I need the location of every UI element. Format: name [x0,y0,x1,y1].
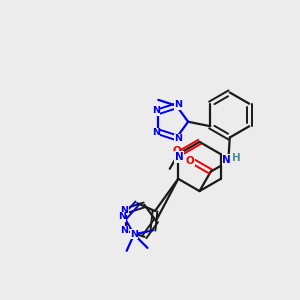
Text: N: N [120,206,128,215]
Text: N: N [174,100,182,109]
Text: N: N [175,152,184,162]
Text: O: O [172,146,181,156]
Text: N: N [175,152,184,162]
Text: N: N [152,106,160,115]
Text: N: N [130,230,138,239]
Text: O: O [186,156,194,166]
Text: N: N [174,134,182,143]
Text: N: N [120,226,128,235]
Text: N: N [152,128,160,137]
Text: H: H [232,154,241,164]
Text: N: N [118,212,126,221]
Text: N: N [222,155,231,165]
